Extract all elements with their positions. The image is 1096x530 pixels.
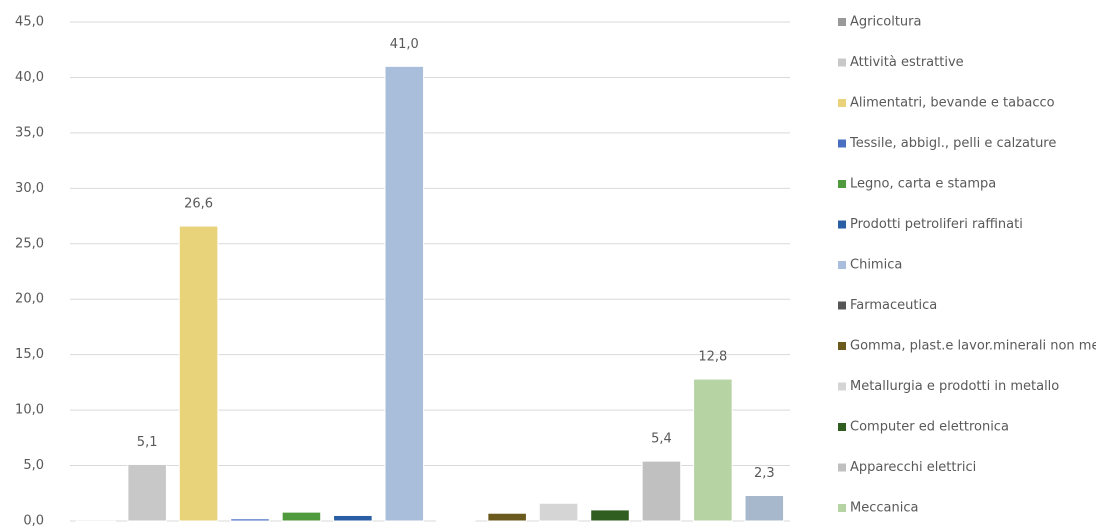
legend-label: Agricoltura (850, 15, 921, 30)
y-tick-label: 10,0 (15, 403, 44, 418)
bar (538, 502, 579, 522)
legend-label: Farmaceutica (850, 298, 937, 313)
legend-label: Meccanica (850, 501, 918, 516)
y-tick-label: 40,0 (15, 70, 44, 85)
bar (75, 519, 116, 522)
y-tick-label: 30,0 (15, 181, 44, 196)
legend-label: Apparecchi elettrici (850, 460, 976, 475)
y-tick-label: 45,0 (15, 15, 44, 30)
legend-label: Attività estrattive (850, 55, 964, 70)
y-tick-label: 15,0 (15, 347, 44, 362)
data-label: 5,4 (651, 432, 672, 447)
legend-swatch (838, 220, 846, 229)
bar (230, 518, 270, 522)
bar (744, 494, 785, 522)
legend-swatch (838, 180, 846, 188)
legend-swatch (838, 504, 846, 512)
legend-label: Alimentatri, bevande e tabacco (850, 96, 1055, 111)
legend-swatch (838, 382, 846, 391)
data-label: 2,3 (754, 466, 775, 481)
legend-swatch (838, 99, 846, 107)
y-tick-label: 5,0 (23, 458, 44, 473)
legend-swatch (838, 18, 846, 26)
bar (127, 463, 167, 522)
data-label: 41,0 (390, 37, 419, 52)
legend-swatch (838, 261, 846, 269)
legend-label: Chimica (850, 258, 902, 273)
y-tick-label: 0,0 (23, 514, 44, 529)
legend-swatch (838, 58, 846, 67)
y-tick-label: 35,0 (15, 125, 44, 140)
legend-swatch (838, 423, 846, 431)
bar (435, 520, 476, 522)
bar (384, 65, 425, 522)
legend-label: Tessile, abbigl., pelli e calzature (849, 136, 1056, 151)
bar (178, 225, 219, 522)
data-label: 5,1 (137, 435, 158, 450)
bar (333, 514, 373, 522)
legend-label: Gomma, plast.e lavor.minerali non met. (850, 339, 1096, 354)
legend-swatch (838, 342, 846, 350)
data-label: 12,8 (698, 350, 727, 365)
bar (281, 511, 322, 522)
legend-swatch (838, 139, 846, 148)
legend-label: Computer ed elettronica (850, 420, 1009, 435)
legend-swatch (838, 463, 846, 472)
y-tick-label: 20,0 (15, 292, 44, 307)
bar (590, 509, 630, 522)
bar (693, 378, 733, 522)
legend-label: Legno, carta e stampa (850, 177, 996, 192)
legend-label: Metallurgia e prodotti in metallo (850, 379, 1059, 394)
legend-swatch (838, 301, 846, 310)
bar (641, 460, 682, 522)
data-label: 26,6 (184, 197, 213, 212)
bar (487, 512, 527, 522)
legend-label: Prodotti petroliferi raffinati (850, 217, 1023, 232)
y-tick-label: 25,0 (15, 236, 44, 251)
